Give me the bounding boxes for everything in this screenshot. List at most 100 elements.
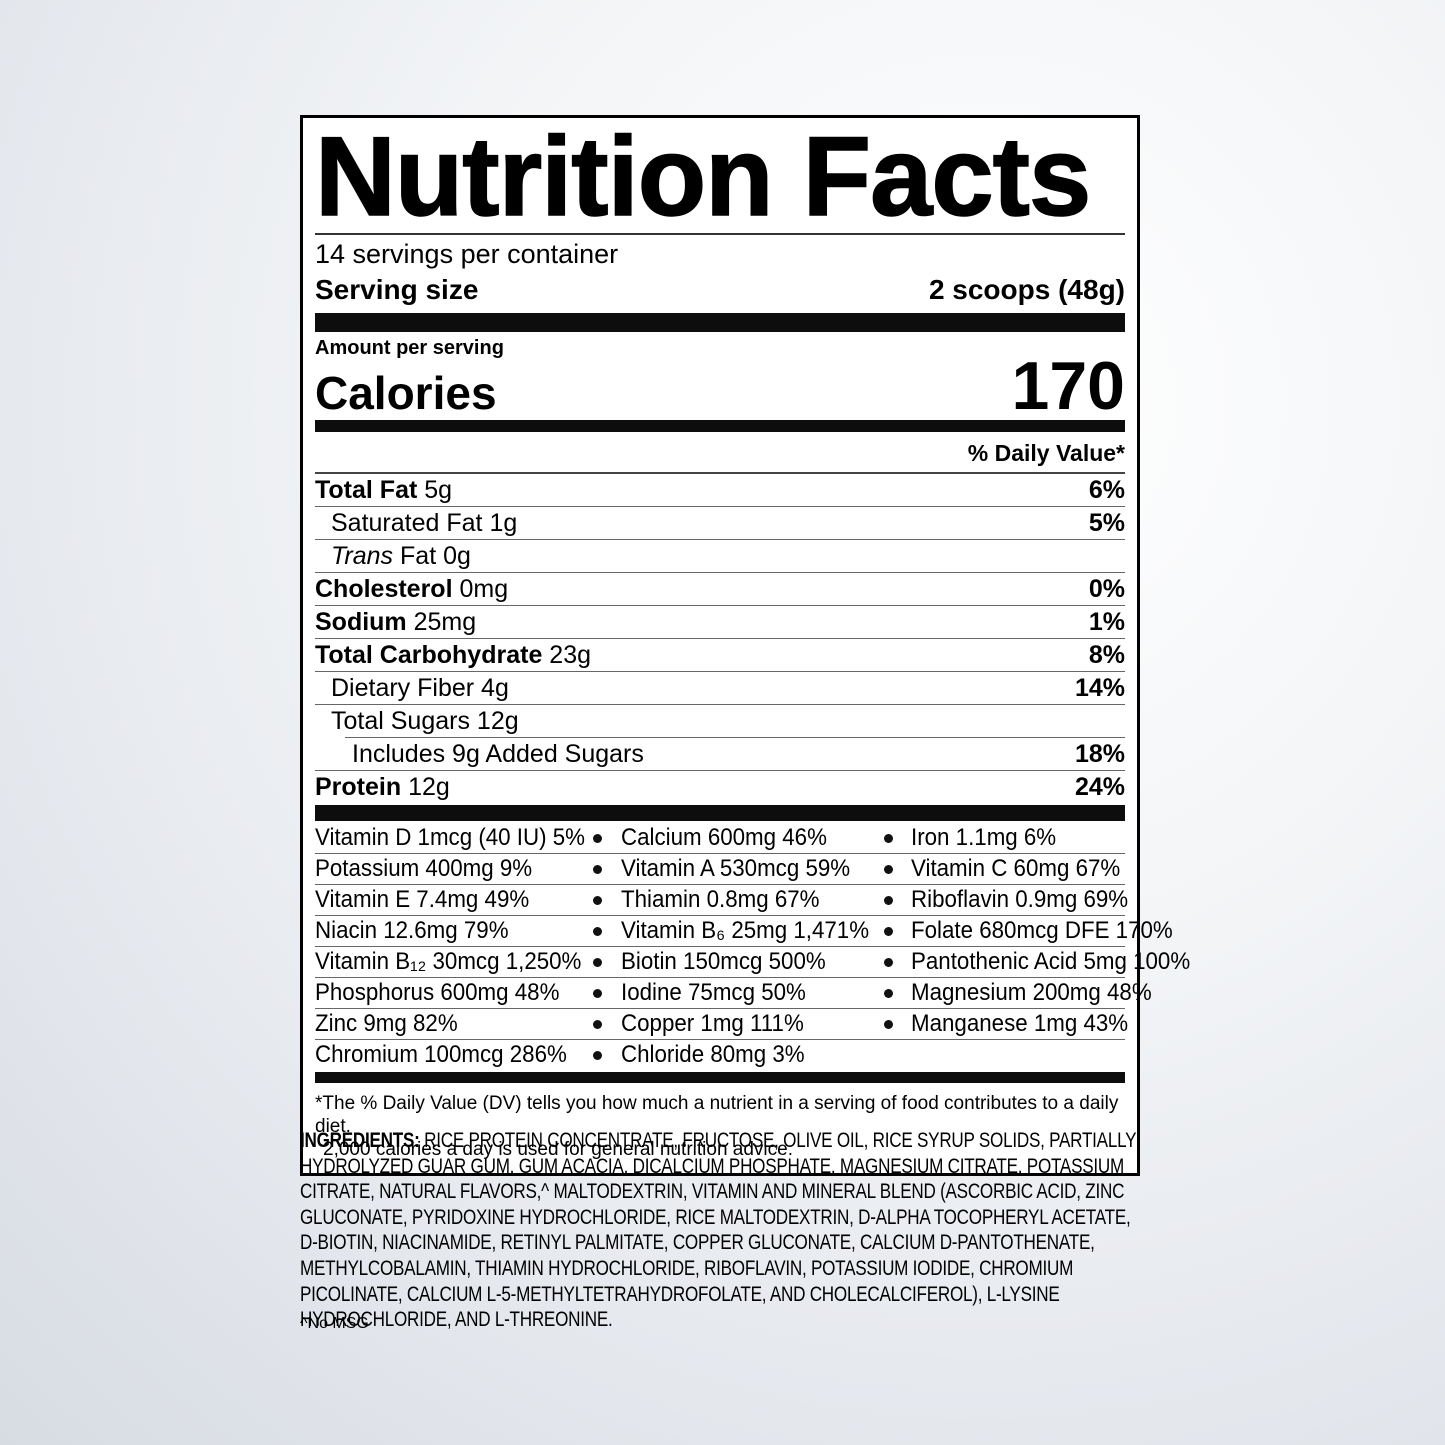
vitamin-cell: Chloride 80mg 3%	[621, 1041, 805, 1069]
vitamin-cell: Thiamin 0.8mg 67%	[621, 886, 820, 914]
vitamin-cell: Vitamin A 530mcg 59%	[621, 855, 851, 883]
serving-size-value: 2 scoops (48g)	[928, 274, 1125, 306]
bullet-icon	[592, 833, 602, 843]
bullet-icon	[592, 1019, 602, 1029]
nutrient-row-trans-fat: Trans Fat 0g	[315, 539, 1125, 572]
footnote-line: 2,000 calories a day is used for general…	[323, 1139, 793, 1161]
nutrient-row-dietary-fiber: Dietary Fiber 4g 14%	[315, 671, 1125, 704]
nutrient-dv: 14%	[1074, 674, 1125, 703]
vitamin-cell: Calcium 600mg 46%	[621, 824, 827, 852]
amount-per-serving-label: Amount per serving	[315, 337, 504, 360]
nutrient-name: Includes 9g Added Sugars	[352, 740, 644, 769]
nutrient-name: Total Fat 5g	[315, 476, 453, 505]
nutrient-row-protein: Protein 12g 24%	[315, 770, 1125, 803]
bullet-icon	[883, 895, 893, 905]
vitamin-cell: Zinc 9mg 82%	[315, 1010, 458, 1038]
vitamin-row: Vitamin B₁₂ 30mcg 1,250% Biotin 150mcg 5…	[315, 947, 1190, 979]
vitamin-row: Niacin 12.6mg 79% Vitamin B₆ 25mg 1,471%…	[315, 916, 1173, 948]
nutrient-name: Saturated Fat 1g	[331, 509, 518, 538]
nutrient-dv: 1%	[1088, 608, 1125, 637]
bullet-icon	[883, 957, 893, 967]
no-msg-footnote: ^No MSG	[300, 1315, 369, 1332]
vitamin-cell: Phosphorus 600mg 48%	[315, 979, 560, 1007]
nutrient-row-cholesterol: Cholesterol 0mg 0%	[315, 572, 1125, 605]
vitamin-cell: Vitamin B₁₂ 30mcg 1,250%	[315, 948, 582, 976]
calories-label: Calories	[315, 367, 497, 420]
serving-size-row: Serving size 2 scoops (48g)	[315, 272, 1125, 313]
bullet-icon	[592, 895, 602, 905]
nutrient-name: Dietary Fiber 4g	[331, 674, 509, 703]
vitamin-cell: Copper 1mg 111%	[621, 1010, 804, 1038]
nutrient-name: Cholesterol 0mg	[315, 575, 509, 604]
bullet-icon	[883, 988, 893, 998]
divider-bar-thin	[315, 1072, 1125, 1084]
bullet-icon	[592, 926, 602, 936]
daily-value-footnote: *The % Daily Value (DV) tells you how mu…	[315, 1087, 1125, 1163]
nutrient-name: Total Sugars 12g	[331, 707, 519, 736]
servings-per-container: 14 servings per container	[315, 239, 619, 270]
nutrient-row-saturated-fat: Saturated Fat 1g 5%	[315, 506, 1125, 539]
ingredients-paragraph: INGREDIENTS: RICE PROTEIN CONCENTRATE, F…	[300, 1128, 1140, 1333]
vitamin-cell: Pantothenic Acid 5mg 100%	[911, 948, 1191, 976]
vitamin-cell: Folate 680mcg DFE 170%	[911, 917, 1173, 945]
nutrient-name: Total Carbohydrate 23g	[315, 641, 592, 670]
vitamin-cell: Manganese 1mg 43%	[911, 1010, 1129, 1038]
daily-value-header: % Daily Value*	[315, 434, 1125, 475]
divider-bar-medium	[315, 420, 1125, 433]
serving-size-label: Serving size	[315, 274, 479, 306]
nutrient-row-added-sugars: Includes 9g Added Sugars 18%	[345, 737, 1125, 770]
nutrient-row-total-fat: Total Fat 5g 6%	[315, 474, 1125, 506]
vitamin-row: Vitamin E 7.4mg 49% Thiamin 0.8mg 67% Ri…	[315, 885, 1129, 917]
calories-row: Calories 170	[315, 347, 1125, 424]
vitamin-cell: Vitamin B₆ 25mg 1,471%	[621, 917, 870, 945]
footnote-line: *The % Daily Value (DV) tells you how mu…	[315, 1093, 1119, 1138]
ingredients-text: RICE PROTEIN CONCENTRATE, FRUCTOSE, OLIV…	[300, 1129, 1136, 1332]
vitamin-row: Vitamin D 1mcg (40 IU) 5% Calcium 600mg …	[315, 823, 1125, 855]
vitamin-row: Chromium 100mcg 286% Chloride 80mg 3%	[315, 1040, 1125, 1070]
divider-bar-thick	[315, 313, 1125, 333]
nutrient-row-sodium: Sodium 25mg 1%	[315, 605, 1125, 638]
bullet-icon	[883, 1019, 893, 1029]
nutrient-dv: 24%	[1074, 773, 1125, 802]
ingredients-heading: INGREDIENTS:	[300, 1129, 420, 1152]
nutrient-dv: 18%	[1074, 740, 1125, 769]
vitamin-row: Potassium 400mg 9% Vitamin A 530mcg 59% …	[315, 854, 1125, 886]
bullet-icon	[592, 988, 602, 998]
title-divider	[315, 233, 1125, 236]
bullet-icon	[592, 864, 602, 874]
vitamin-cell: Vitamin D 1mcg (40 IU) 5%	[315, 824, 586, 852]
vitamin-cell: Magnesium 200mg 48%	[911, 979, 1152, 1007]
vitamin-cell: Iron 1.1mg 6%	[911, 824, 1057, 852]
vitamin-cell: Niacin 12.6mg 79%	[315, 917, 509, 945]
nutrient-dv: 8%	[1088, 641, 1125, 670]
nutrient-name: Trans Fat 0g	[331, 542, 471, 571]
calories-value: 170	[1011, 347, 1125, 424]
vitamin-row: Zinc 9mg 82% Copper 1mg 111% Manganese 1…	[315, 1009, 1129, 1041]
bullet-icon	[883, 864, 893, 874]
nutrient-dv: 5%	[1088, 509, 1125, 538]
bullet-icon	[883, 833, 893, 843]
vitamin-row: Phosphorus 600mg 48% Iodine 75mcg 50% Ma…	[315, 978, 1152, 1010]
vitamins-minerals-grid: Vitamin D 1mcg (40 IU) 5% Calcium 600mg …	[315, 823, 1190, 1070]
nutrient-dv: 6%	[1088, 476, 1125, 505]
nutrient-row-total-sugars: Total Sugars 12g	[315, 704, 1125, 737]
bullet-icon	[592, 1050, 602, 1060]
vitamin-cell: Vitamin C 60mg 67%	[911, 855, 1121, 883]
bullet-icon	[592, 957, 602, 967]
nutrient-name: Protein 12g	[315, 773, 450, 802]
vitamin-cell: Riboflavin 0.9mg 69%	[911, 886, 1129, 914]
nutrient-row-total-carbohydrate: Total Carbohydrate 23g 8%	[315, 638, 1125, 671]
nutrient-name: Sodium 25mg	[315, 608, 477, 637]
vitamin-cell: Iodine 75mcg 50%	[621, 979, 806, 1007]
nutrition-facts-title: Nutrition Facts	[314, 114, 1092, 239]
bullet-icon	[883, 926, 893, 936]
vitamin-cell: Chromium 100mcg 286%	[315, 1041, 567, 1069]
vitamin-cell: Vitamin E 7.4mg 49%	[315, 886, 530, 914]
vitamin-cell: Biotin 150mcg 500%	[621, 948, 826, 976]
nutrient-dv: 0%	[1088, 575, 1125, 604]
nutrition-facts-panel: Nutrition Facts 14 servings per containe…	[300, 114, 1190, 1177]
ingredients-section: INGREDIENTS: RICE PROTEIN CONCENTRATE, F…	[300, 1128, 1140, 1333]
vitamin-cell: Potassium 400mg 9%	[315, 855, 533, 883]
divider-bar-thick	[315, 805, 1125, 822]
